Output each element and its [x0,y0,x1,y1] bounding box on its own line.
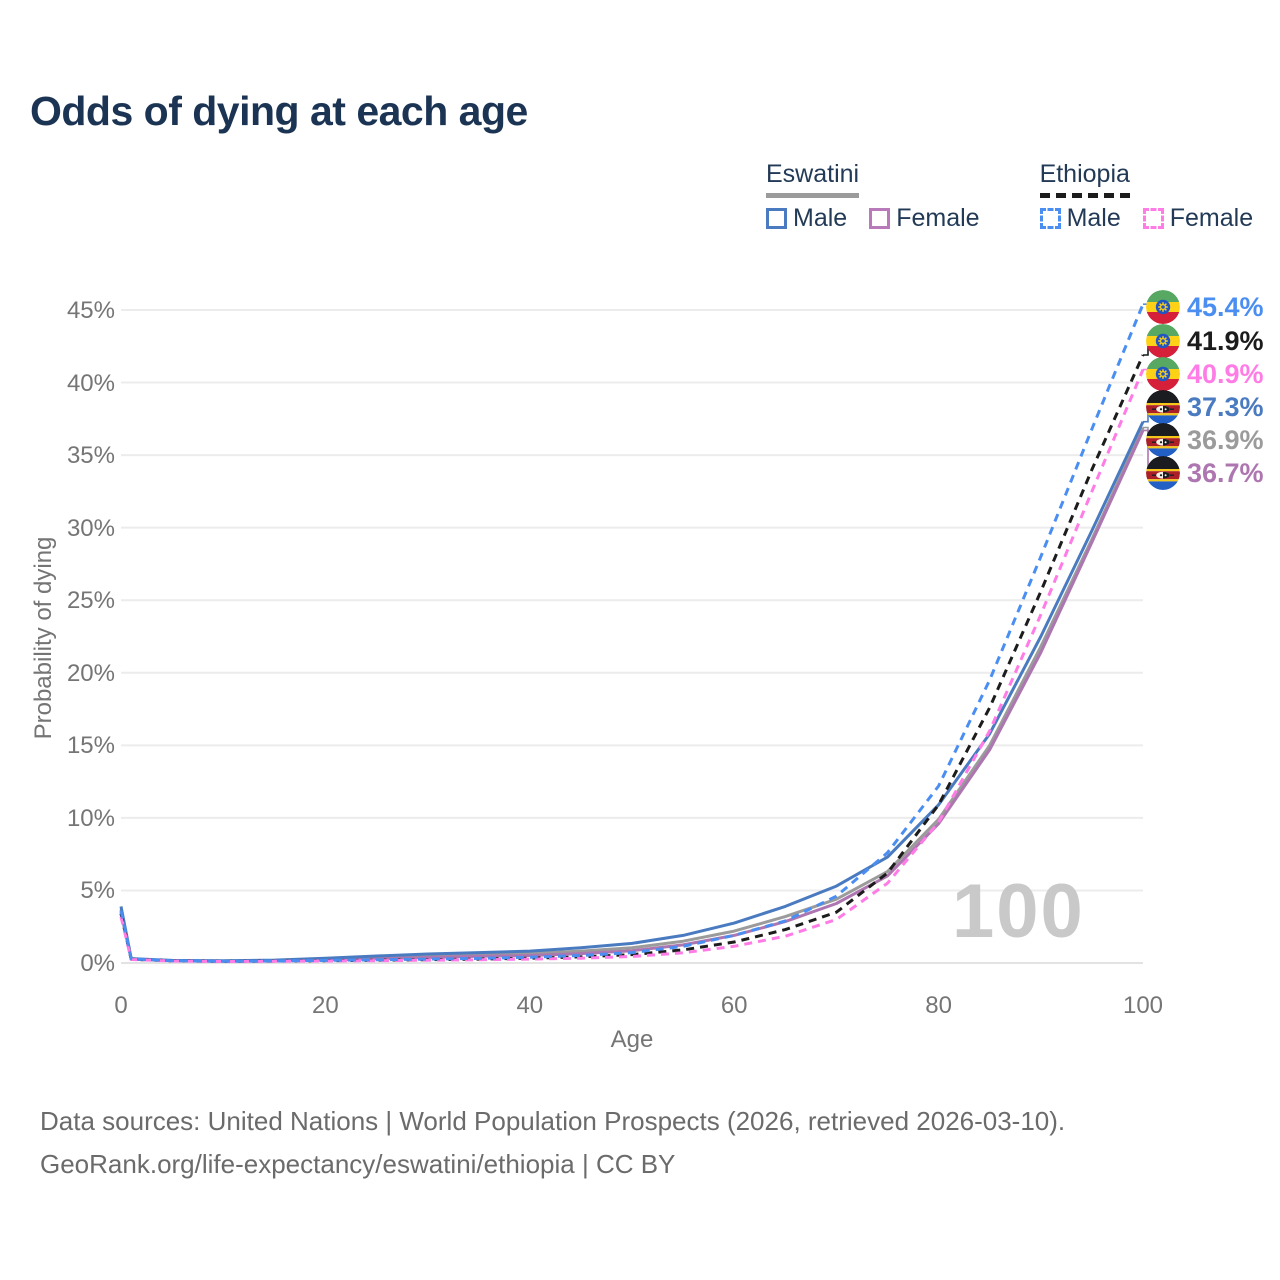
end-label-eswatini-male[interactable]: 37.3% [1146,390,1264,424]
y-tick-label: 0% [80,950,115,977]
y-tick-label: 25% [66,587,115,615]
legend-ethiopia-male-label: Male [1066,204,1121,232]
y-tick-label: 40% [66,369,115,397]
data-source-line1: Data sources: United Nations | World Pop… [40,1106,1066,1136]
x-tick-label: 60 [720,992,748,1019]
legend: Eswatini Male Female Ethiopia Male Femal… [766,160,1253,233]
data-source-note: Data sources: United Nations | World Pop… [40,1100,1065,1186]
y-tick-label: 5% [80,877,115,905]
legend-group-eswatini: Eswatini Male Female [766,160,980,233]
legend-ethiopia-female-label: Female [1169,204,1254,232]
data-source-line2: GeoRank.org/life-expectancy/eswatini/eth… [40,1149,676,1179]
series-line-ethiopia-male[interactable] [119,303,1145,963]
legend-eswatini-female[interactable]: Female [869,204,980,233]
x-tick-label: 20 [312,992,339,1019]
end-value: 40.9% [1187,358,1264,389]
y-tick-label: 35% [66,442,115,470]
end-label-ethiopia-female[interactable]: 40.9% [1146,357,1264,391]
x-tick-label: 40 [516,992,544,1019]
end-value: 36.9% [1187,424,1264,455]
eswatini-male-swatch-icon [766,208,787,229]
end-value: 41.9% [1187,325,1264,356]
end-label-ethiopia-both[interactable]: 41.9% [1146,324,1264,358]
end-label-ethiopia-male[interactable]: 45.4% [1146,290,1264,324]
legend-ethiopia-male[interactable]: Male [1039,204,1121,233]
y-tick-label: 45% [66,297,115,324]
ethiopia-male-swatch-icon [1039,208,1061,229]
page-title: Odds of dying at each age [30,88,528,134]
legend-ethiopia-female[interactable]: Female [1142,204,1254,233]
eswatini-flag-icon [1146,423,1180,457]
end-value: 45.4% [1187,291,1264,322]
ethiopia-flag-icon [1146,324,1180,358]
y-tick-label: 15% [66,732,115,760]
eswatini-female-swatch-icon [869,208,891,229]
x-axis-title: Age [610,1026,654,1053]
legend-ethiopia-header[interactable]: Ethiopia [1039,160,1130,198]
ethiopia-flag-icon [1146,357,1180,391]
y-tick-label: 30% [66,514,115,542]
end-value: 37.3% [1187,391,1264,422]
x-tick-label: 80 [925,992,952,1019]
series-line-ethiopia-both[interactable] [119,354,1145,963]
legend-eswatini-header[interactable]: Eswatini [766,160,860,198]
end-label-eswatini-female[interactable]: 36.7% [1146,456,1264,490]
y-axis-title: Probability of dying [30,536,57,740]
y-tick-label: 10% [66,804,115,832]
ethiopia-female-swatch-icon [1142,208,1164,229]
series-line-ethiopia-female[interactable] [119,368,1145,963]
y-tick-label: 20% [66,659,115,687]
end-label-eswatini-both[interactable]: 36.9% [1146,423,1264,457]
ethiopia-flag-icon [1146,290,1180,324]
end-value: 36.7% [1187,457,1264,488]
eswatini-flag-icon [1146,390,1180,424]
legend-group-ethiopia: Ethiopia Male Female [1039,160,1254,233]
legend-eswatini-male-label: Male [793,204,848,232]
eswatini-flag-icon [1146,456,1180,490]
x-tick-label: 100 [1122,992,1164,1019]
legend-eswatini-male[interactable]: Male [766,204,847,233]
hover-age-watermark: 100 [952,869,1085,954]
legend-eswatini-female-label: Female [896,204,980,232]
x-tick-label: 0 [114,992,128,1019]
